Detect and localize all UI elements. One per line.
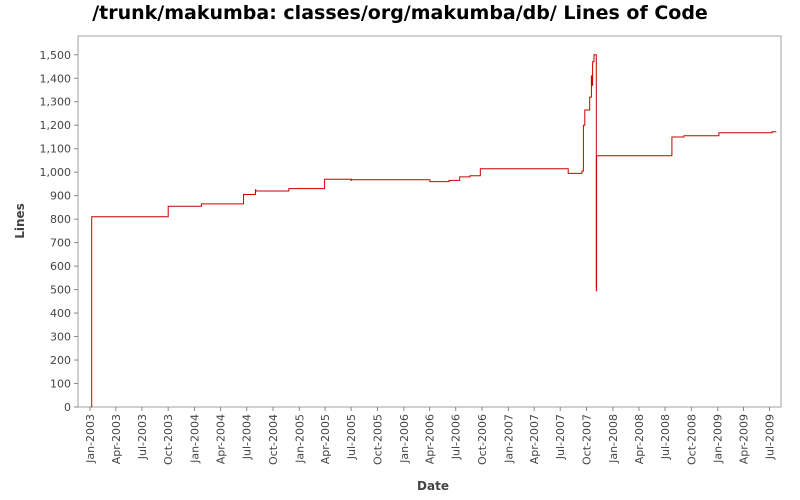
y-axis-label: Lines <box>13 203 27 239</box>
y-tick-label: 1,400 <box>40 72 72 85</box>
x-tick-label: Jan-2003 <box>84 414 97 464</box>
x-tick-label: Apr-2003 <box>110 414 123 464</box>
x-tick-label: Jul-2007 <box>554 414 567 460</box>
y-tick-label: 400 <box>50 307 71 320</box>
chart-title: /trunk/makumba: classes/org/makumba/db/ … <box>92 2 708 24</box>
x-axis: Jan-2003 Apr-2003 Jul-2003 Oct-2003 Jan-2004… <box>84 407 777 465</box>
x-tick-label: Apr-2006 <box>424 414 437 464</box>
y-tick-label: 0 <box>64 401 71 414</box>
x-tick-label: Jan-2008 <box>607 414 620 464</box>
series-line-lines-of-code <box>91 54 777 408</box>
y-tick-label: 700 <box>50 237 71 250</box>
x-tick-label: Apr-2009 <box>737 414 750 464</box>
y-tick-label: 100 <box>50 378 71 391</box>
y-axis: 0 100 200 300 400 500 600 700 800 900 1,000 1,100 1,… <box>40 49 78 414</box>
y-tick-label: 800 <box>50 213 71 226</box>
x-tick-label: Apr-2007 <box>528 414 541 464</box>
y-tick-label: 1,500 <box>40 49 72 62</box>
x-tick-label: Oct-2003 <box>162 414 175 465</box>
y-tick-label: 1,200 <box>40 119 72 132</box>
x-tick-label: Jan-2004 <box>189 414 202 464</box>
x-tick-label: Oct-2006 <box>476 414 489 465</box>
x-axis-label: Date <box>417 479 449 493</box>
x-tick-label: Jul-2008 <box>659 414 672 460</box>
x-tick-label: Oct-2005 <box>372 414 385 465</box>
y-tick-label: 200 <box>50 354 71 367</box>
y-tick-label: 300 <box>50 331 71 344</box>
x-tick-label: Jul-2005 <box>345 414 358 460</box>
x-tick-label: Jul-2006 <box>450 414 463 460</box>
y-tick-label: 500 <box>50 284 71 297</box>
x-tick-label: Jan-2007 <box>502 414 515 464</box>
y-tick-label: 600 <box>50 260 71 273</box>
x-tick-label: Oct-2007 <box>581 414 594 465</box>
y-tick-label: 1,000 <box>40 166 72 179</box>
x-tick-label: Apr-2005 <box>319 414 332 464</box>
x-tick-label: Jul-2004 <box>241 414 254 460</box>
y-tick-label: 1,100 <box>40 143 72 156</box>
x-tick-label: Apr-2008 <box>633 414 646 464</box>
x-tick-label: Jul-2009 <box>764 414 777 460</box>
x-tick-label: Jan-2005 <box>293 414 306 464</box>
x-tick-label: Jan-2009 <box>712 414 725 464</box>
y-tick-label: 1,300 <box>40 96 72 109</box>
x-tick-label: Oct-2008 <box>685 414 698 465</box>
x-tick-label: Jul-2003 <box>136 414 149 460</box>
x-tick-label: Oct-2004 <box>267 414 280 465</box>
plot-area <box>77 35 782 408</box>
x-tick-label: Apr-2004 <box>215 414 228 464</box>
x-tick-label: Jan-2006 <box>398 414 411 464</box>
y-tick-label: 900 <box>50 190 71 203</box>
